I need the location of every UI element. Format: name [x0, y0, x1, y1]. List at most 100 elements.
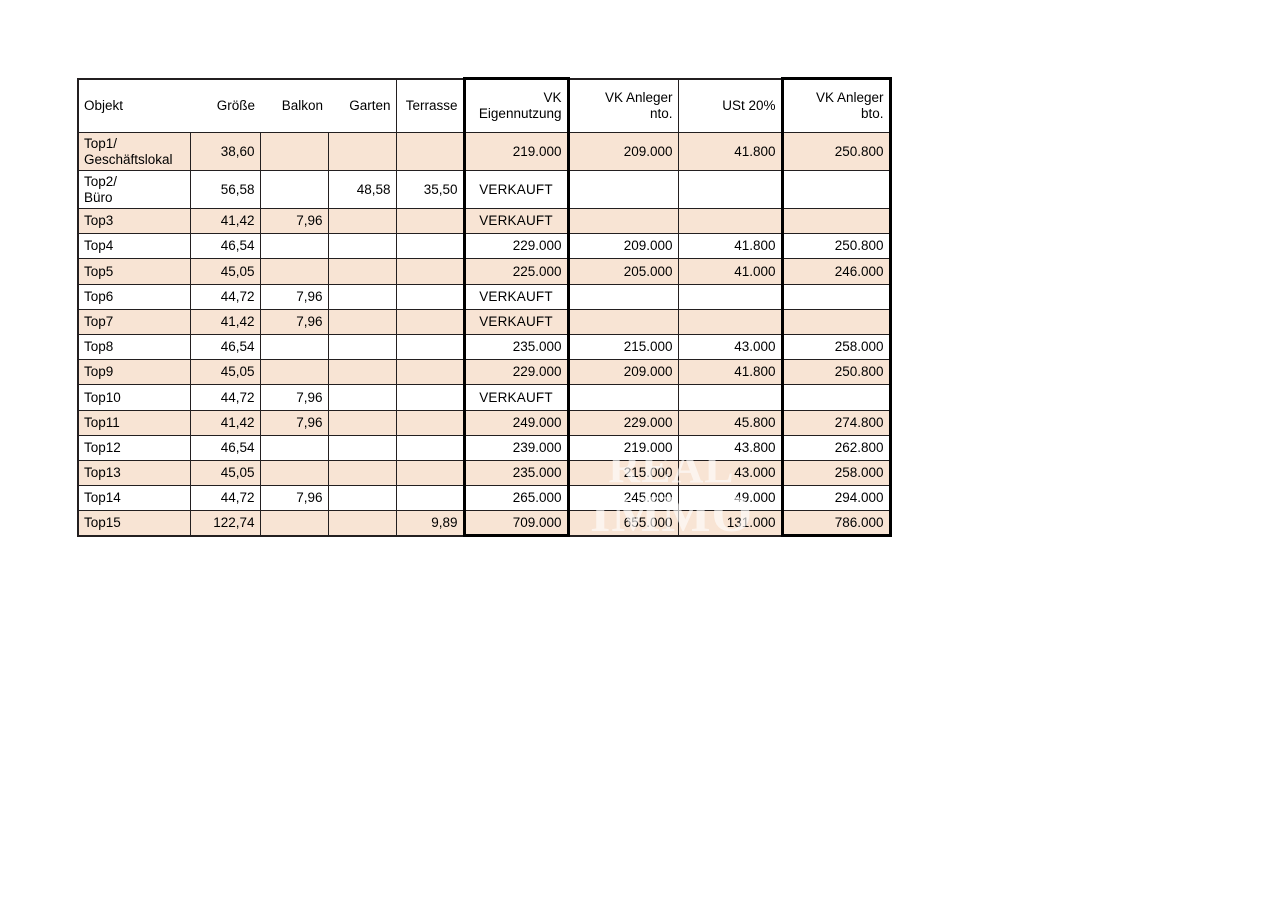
- cell-vk-anleger-nto: 209.000: [567, 233, 679, 260]
- cell-garten: [327, 207, 397, 235]
- cell-objekt: Top2/ Büro: [77, 170, 191, 209]
- cell-groesse: 41,42: [189, 207, 261, 235]
- cell-vk-eigennutzung: 235.000: [462, 459, 570, 487]
- cell-garten: [327, 434, 397, 461]
- cell-ust-20: 49.000: [677, 485, 783, 512]
- cell-ust-20: [677, 308, 783, 335]
- table-row: Top14 44,72 7,96 265.000 245.000 49.000 294.00…: [77, 485, 892, 512]
- table-row: Top5 45,05 225.000 205.000 41.000 246.000: [77, 258, 892, 285]
- table-row: Top3 41,42 7,96 VERKAUFT: [77, 207, 892, 235]
- cell-vk-eigennutzung: 265.000: [462, 485, 570, 512]
- col-header-terrasse: Terrasse: [395, 78, 464, 133]
- cell-groesse: 41,42: [189, 409, 261, 436]
- cell-terrasse: [395, 459, 465, 487]
- cell-vk-anleger-nto: [567, 308, 679, 335]
- cell-objekt: Top7: [77, 308, 191, 335]
- cell-vk-anleger-bto: 250.800: [780, 359, 892, 386]
- cell-terrasse: [395, 233, 465, 260]
- cell-objekt: Top12: [77, 434, 191, 461]
- cell-terrasse: [395, 485, 465, 512]
- cell-ust-20: 43.800: [677, 434, 783, 461]
- cell-vk-eigennutzung: 709.000: [462, 510, 570, 538]
- cell-garten: [327, 409, 397, 436]
- cell-vk-eigennutzung: 219.000: [462, 132, 570, 171]
- cell-balkon: 7,96: [259, 308, 329, 335]
- pricelist-table: Objekt Größe Balkon Garten Terrasse VK E…: [77, 77, 892, 538]
- cell-groesse: 46,54: [189, 434, 261, 461]
- cell-terrasse: [395, 359, 465, 386]
- cell-ust-20: 45.800: [677, 409, 783, 436]
- col-header-garten: Garten: [328, 78, 396, 133]
- cell-terrasse: [395, 258, 465, 285]
- cell-vk-anleger-nto: [567, 384, 679, 411]
- col-header-groesse: Größe: [190, 78, 260, 133]
- cell-terrasse: 35,50: [395, 170, 465, 209]
- table-row: Top10 44,72 7,96 VERKAUFT: [77, 384, 892, 411]
- cell-garten: [327, 510, 397, 537]
- cell-ust-20: [677, 283, 783, 310]
- cell-ust-20: 41.800: [677, 359, 783, 386]
- cell-vk-anleger-nto: 209.000: [567, 359, 679, 386]
- cell-balkon: 7,96: [259, 207, 329, 235]
- cell-objekt: Top5: [77, 258, 191, 285]
- cell-vk-eigennutzung: 225.000: [462, 258, 570, 285]
- table-row: Top7 41,42 7,96 VERKAUFT: [77, 308, 892, 335]
- cell-vk-anleger-bto: [780, 207, 892, 235]
- cell-vk-anleger-bto: 274.800: [780, 409, 892, 436]
- cell-objekt: Top3: [77, 207, 191, 235]
- cell-terrasse: [395, 434, 465, 461]
- cell-balkon: 7,96: [259, 283, 329, 310]
- cell-garten: 48,58: [327, 170, 397, 209]
- cell-garten: [327, 283, 397, 310]
- cell-garten: [327, 359, 397, 386]
- cell-garten: [327, 333, 397, 361]
- cell-vk-anleger-bto: 786.000: [780, 510, 892, 538]
- cell-balkon: [259, 233, 329, 260]
- cell-objekt: Top15: [77, 510, 191, 537]
- cell-balkon: [259, 333, 329, 361]
- watermark-line-3: WIEN: [600, 535, 743, 592]
- cell-ust-20: 41.800: [677, 132, 783, 171]
- cell-objekt: Top10: [77, 384, 191, 411]
- table-header: Objekt Größe Balkon Garten Terrasse VK E…: [77, 77, 892, 133]
- cell-vk-anleger-bto: 294.000: [780, 485, 892, 512]
- cell-ust-20: 41.800: [677, 233, 783, 260]
- cell-vk-eigennutzung: 235.000: [462, 333, 570, 361]
- cell-vk-anleger-bto: 246.000: [780, 258, 892, 285]
- cell-vk-anleger-bto: 250.800: [780, 233, 892, 260]
- cell-ust-20: 43.000: [677, 459, 783, 487]
- col-header-vk-anleger-bto: VK Anleger bto.: [780, 77, 892, 133]
- cell-garten: [327, 258, 397, 285]
- cell-vk-anleger-bto: 262.800: [780, 434, 892, 461]
- cell-groesse: 46,54: [189, 233, 261, 260]
- cell-garten: [327, 132, 397, 171]
- cell-objekt: Top8: [77, 333, 191, 361]
- cell-balkon: [259, 132, 329, 171]
- cell-vk-anleger-bto: [780, 308, 892, 335]
- cell-vk-anleger-nto: 205.000: [567, 258, 679, 285]
- cell-terrasse: [395, 283, 465, 310]
- cell-vk-anleger-nto: 229.000: [567, 409, 679, 436]
- cell-vk-eigennutzung: VERKAUFT: [462, 283, 570, 310]
- cell-objekt: Top1/ Geschäftslokal: [77, 132, 191, 171]
- cell-vk-eigennutzung: VERKAUFT: [462, 170, 570, 209]
- cell-vk-eigennutzung: VERKAUFT: [462, 308, 570, 335]
- cell-terrasse: [395, 132, 465, 171]
- cell-balkon: [259, 170, 329, 209]
- cell-objekt: Top14: [77, 485, 191, 512]
- col-header-vk-anleger-nto: VK Anleger nto.: [567, 78, 679, 133]
- cell-groesse: 44,72: [189, 485, 261, 512]
- cell-terrasse: [395, 308, 465, 335]
- cell-groesse: 38,60: [189, 132, 261, 171]
- cell-objekt: Top13: [77, 459, 191, 487]
- cell-vk-anleger-nto: 655.000: [567, 510, 679, 537]
- cell-groesse: 122,74: [189, 510, 261, 537]
- cell-groesse: 45,05: [189, 459, 261, 487]
- col-header-ust-20: USt 20%: [677, 78, 783, 133]
- table-row: Top12 46,54 239.000 219.000 43.800 262.800: [77, 434, 892, 461]
- table-row: Top6 44,72 7,96 VERKAUFT: [77, 283, 892, 310]
- cell-garten: [327, 459, 397, 487]
- cell-terrasse: 9,89: [395, 510, 465, 537]
- cell-vk-anleger-nto: 245.000: [567, 485, 679, 512]
- cell-vk-anleger-nto: [567, 170, 679, 209]
